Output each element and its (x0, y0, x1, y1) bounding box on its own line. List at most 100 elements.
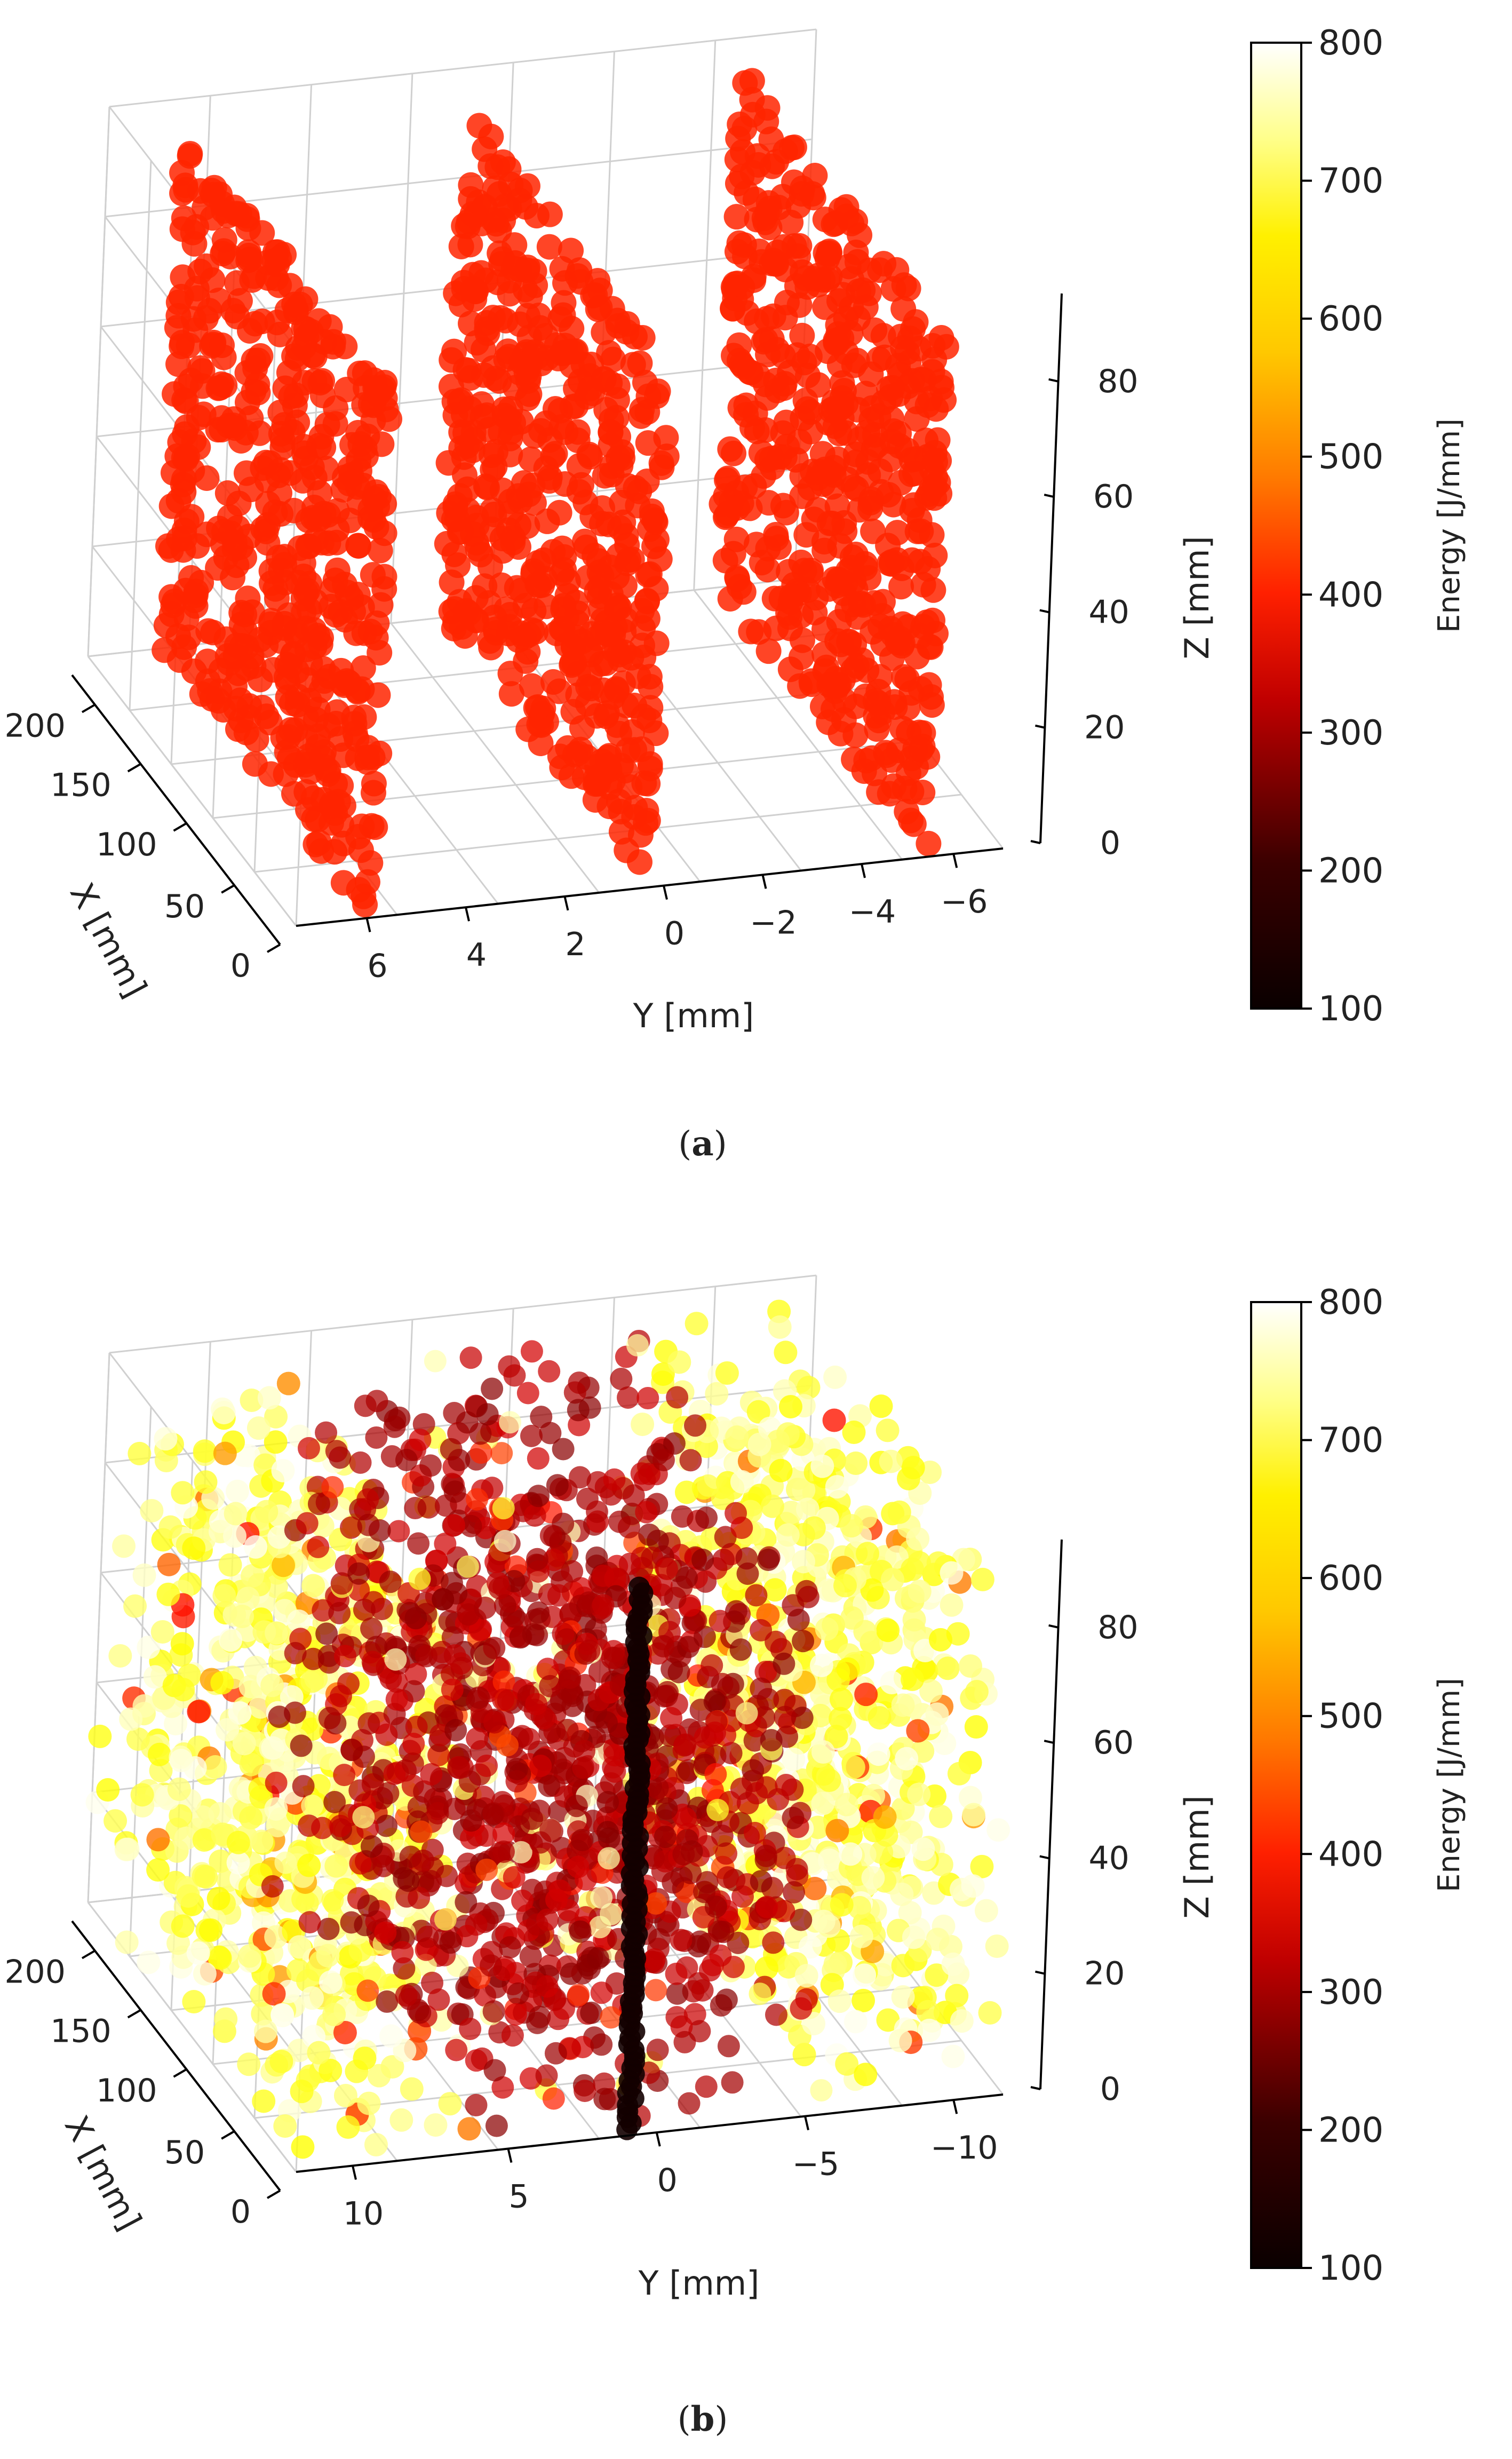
panel-b-x-tick-label: 200 (4, 1954, 66, 1991)
panel-b-point (578, 1639, 601, 1662)
panel-b-colorbar-tick-label: 800 (1318, 1283, 1383, 1322)
panel-a-point (812, 658, 838, 684)
panel-a-point (171, 479, 197, 505)
panel-b-colorbar-bar (1250, 1301, 1302, 2269)
panel-a-y-tick (761, 874, 767, 889)
panel-b-point (792, 1550, 816, 1574)
panel-a-point (895, 719, 921, 745)
panel-a-point (910, 780, 936, 806)
panel-a-point (459, 437, 486, 463)
panel-b-point (108, 1644, 132, 1668)
panel-b-point (468, 1619, 491, 1641)
panel-b-point (674, 1807, 697, 1830)
panel-a-point (908, 518, 934, 544)
panel-b-point (232, 1732, 256, 1756)
panel-b-point (319, 1970, 343, 1994)
panel-b-point (715, 1842, 738, 1865)
panel-a-point (173, 177, 199, 203)
panel-b-point (618, 1552, 641, 1575)
panel-b-point (356, 1488, 379, 1511)
panel-b-point (290, 1734, 313, 1757)
panel-a-point (826, 352, 853, 378)
panel-b-point (434, 1532, 457, 1555)
panel-b-point (691, 1979, 714, 2002)
panel-b-point (384, 1648, 407, 1671)
panel-b-point (445, 2038, 468, 2061)
panel-a-point (753, 108, 779, 134)
panel-a-point (536, 234, 562, 260)
panel-a-point (280, 642, 306, 668)
panel-b-y-tick-label: 5 (508, 2178, 529, 2216)
panel-b-point (330, 1572, 353, 1595)
panel-b-colorbar-tick-label: 700 (1318, 1421, 1383, 1461)
panel-b-point (424, 2113, 448, 2137)
panel-a-point (341, 704, 367, 731)
panel-b-point (527, 1447, 550, 1470)
panel-a-point (903, 309, 929, 335)
panel-b-point (810, 1454, 834, 1478)
panel-a-point (278, 717, 304, 743)
panel-b-point (146, 1858, 170, 1882)
panel-a-point (518, 446, 544, 472)
panel-b-x-tick-label: 100 (96, 2072, 157, 2109)
panel-a-point (174, 414, 200, 440)
panel-a-point (496, 344, 522, 370)
panel-b-point (409, 1429, 432, 1451)
panel-b-point (357, 1894, 380, 1917)
panel-a-y-tick (563, 896, 569, 911)
panel-b-z-tick-label: 0 (1100, 2071, 1120, 2108)
panel-b-point (365, 1426, 388, 1449)
panel-b-point (869, 1394, 893, 1418)
panel-b-point (333, 2083, 357, 2107)
panel-b-point (773, 1900, 795, 1923)
panel-a-points (152, 68, 959, 918)
panel-b-point (157, 1552, 181, 1576)
panel-a-point (345, 533, 371, 559)
panel-b-point (265, 1771, 288, 1794)
panel-b-point (246, 1416, 270, 1440)
panel-b-point (538, 1774, 561, 1797)
panel-b-point (673, 2030, 696, 2053)
panel-a-point (283, 299, 309, 326)
panel-b-point (827, 1989, 852, 2013)
panel-a-point (308, 424, 335, 450)
panel-b-point (212, 1584, 236, 1608)
panel-b-point (745, 1584, 768, 1607)
panel-a-point (514, 255, 540, 281)
panel-b-point (674, 1480, 698, 1504)
panel-a-point (301, 464, 328, 490)
panel-a-point (812, 207, 838, 233)
panel-b-point (434, 1908, 457, 1931)
panel-b-point (610, 1368, 633, 1391)
panel-b-point (169, 1804, 193, 1828)
panel-a-point (536, 468, 562, 494)
panel-a-point (825, 566, 852, 592)
panel-b-point (835, 2052, 859, 2076)
panel-a-point (562, 624, 588, 651)
panel-b-point (412, 1849, 435, 1872)
panel-b-point (646, 1776, 669, 1799)
panel-b-point (288, 1935, 312, 1959)
panel-b-point (778, 1395, 802, 1419)
panel-a-point (214, 480, 241, 506)
panel-b-point (652, 1635, 675, 1657)
panel-b-point (203, 1755, 227, 1779)
panel-a-x-tick (173, 822, 187, 832)
panel-a-point (865, 679, 892, 705)
panel-a-point (301, 368, 328, 394)
panel-b-point (529, 1755, 552, 1778)
panel-a-z-tick (1034, 724, 1045, 729)
panel-b-point (457, 2117, 481, 2141)
panel-a-point (851, 758, 877, 784)
panel-a-point (725, 125, 751, 152)
panel-b-point (492, 1688, 515, 1711)
panel-b-point (416, 1925, 439, 1948)
panel-b-point (459, 2018, 482, 2041)
panel-a-point (899, 368, 925, 394)
panel-b-x-tick (81, 1949, 96, 1960)
panel-b-point (469, 1441, 492, 1464)
panel-b-point (507, 1982, 530, 2005)
panel-b-point (193, 1439, 217, 1463)
panel-a-colorbar-tick-label: 700 (1318, 162, 1383, 201)
